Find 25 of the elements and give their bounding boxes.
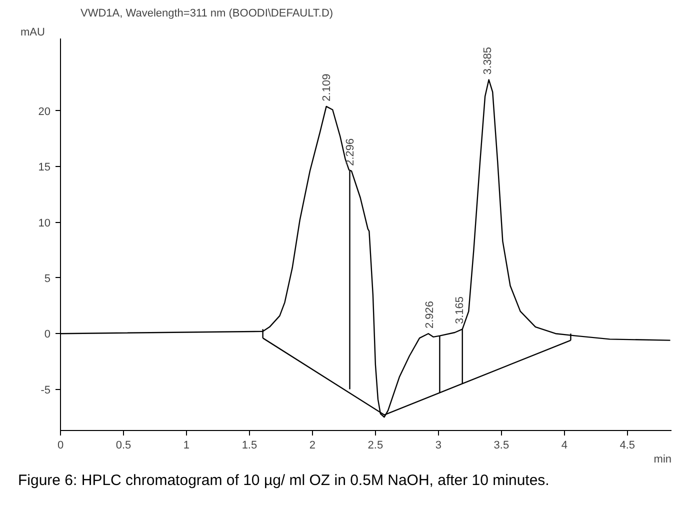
y-tick-label: 5	[44, 272, 51, 285]
x-tick-label: 0	[57, 440, 64, 452]
x-tick-label: 0.5	[116, 440, 132, 452]
x-tick-label: 1.5	[242, 440, 258, 452]
y-tick-label: -5	[40, 384, 50, 396]
x-tick-label: 4.5	[620, 440, 636, 452]
x-tick-label: 3.5	[494, 440, 510, 452]
y-tick-label: 15	[38, 162, 51, 174]
annotation: 3.385	[482, 47, 494, 75]
y-tick-label: 10	[38, 217, 51, 230]
annotation: 2.109	[321, 74, 334, 102]
annotation: 2.296	[344, 138, 357, 166]
y-tick-label: 0	[44, 328, 51, 341]
caption: Figure 6: HPLC chromatogram of 10 µg/ ml OZ in 0.5M NaOH, after 10 minutes.	[18, 471, 550, 491]
x-tick-label: 1	[183, 440, 190, 452]
chart-title: VWD1A, Wavelength=311 nm (BOODI\DEFAULT.D)	[80, 8, 334, 20]
x-tick-label: 4	[561, 440, 568, 452]
annotation: 3.165	[454, 296, 466, 324]
y-tick-label: 20	[38, 106, 51, 118]
y-axis-title: mAU	[20, 26, 45, 38]
x-axis-title: min	[654, 454, 672, 466]
annotation: 2.926	[424, 300, 436, 328]
x-tick-label: 2	[309, 440, 316, 452]
x-tick-label: 3	[435, 440, 442, 452]
x-tick-label: 2.5	[368, 440, 384, 452]
